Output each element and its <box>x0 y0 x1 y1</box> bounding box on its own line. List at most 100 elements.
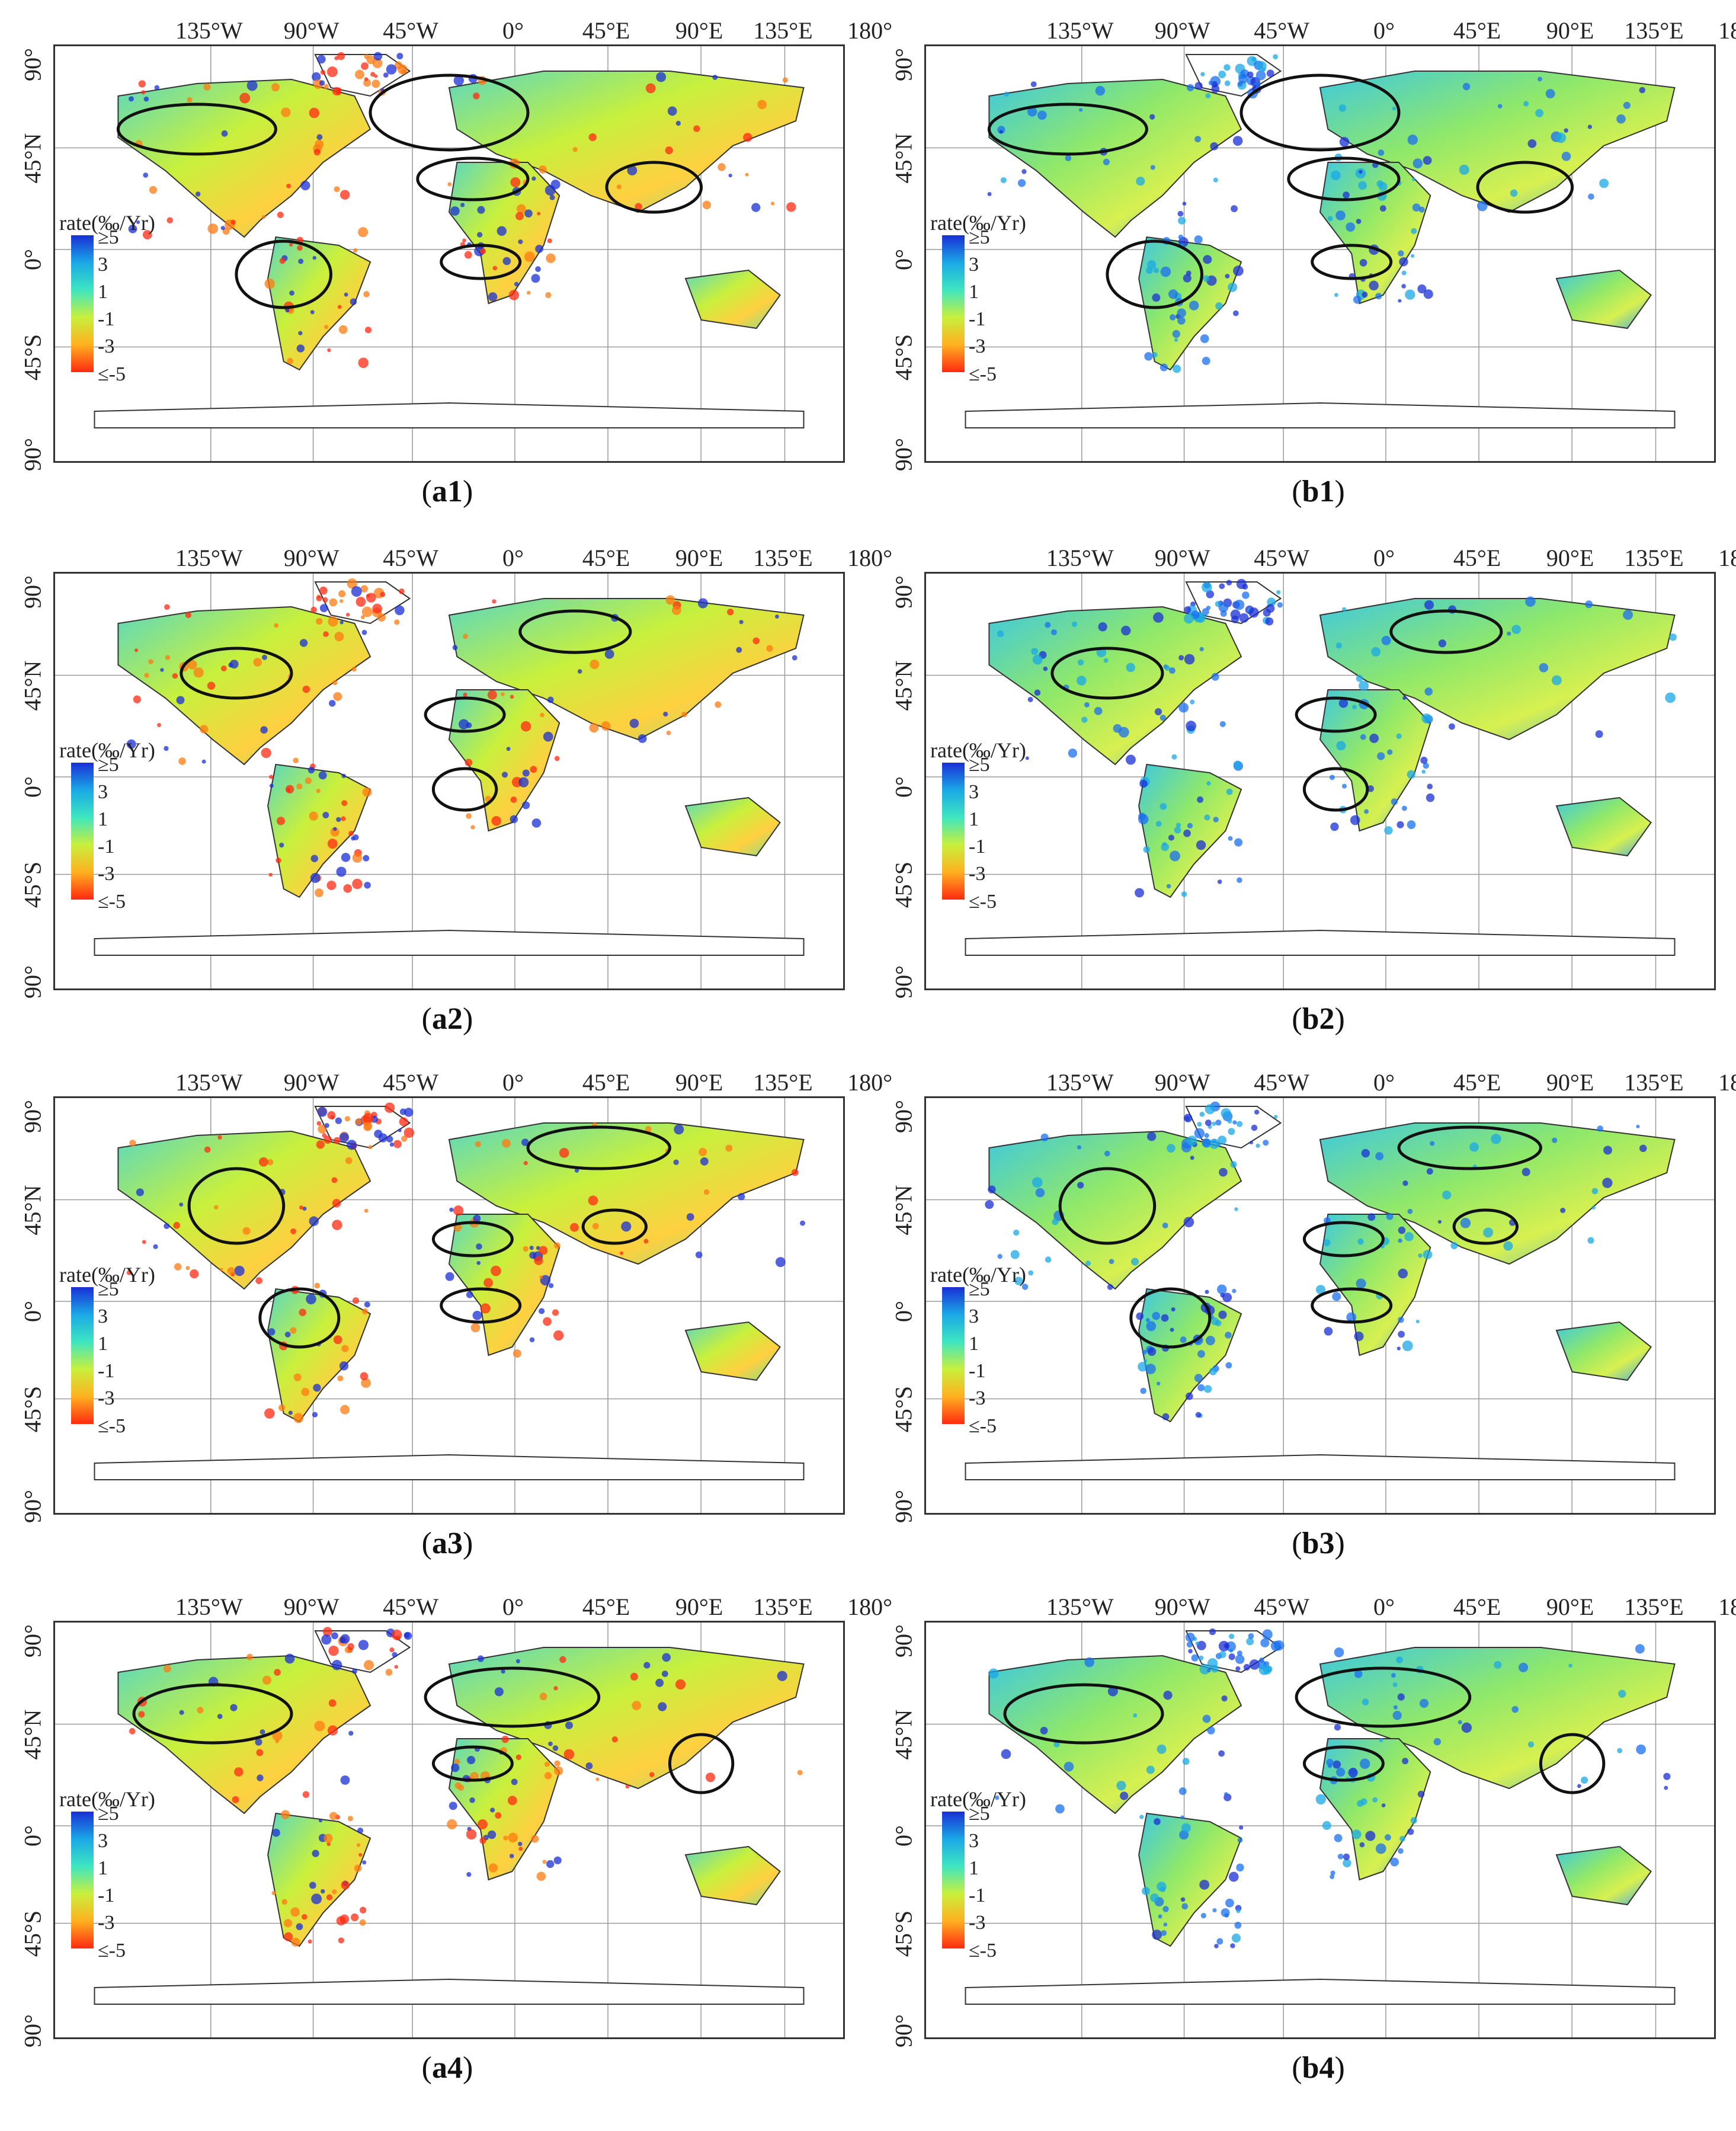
region-ellipse <box>1476 161 1574 214</box>
trend-pixel <box>355 597 366 607</box>
trend-pixel <box>361 1378 371 1388</box>
trend-pixel <box>1188 1649 1193 1654</box>
trend-pixel <box>1167 1144 1176 1153</box>
trend-pixel <box>565 1721 574 1729</box>
trend-pixel <box>1527 139 1537 148</box>
trend-pixel <box>1144 1359 1148 1363</box>
trend-pixel <box>1028 1270 1034 1276</box>
trend-pixel <box>1136 1312 1144 1320</box>
trend-pixel <box>1224 1792 1228 1796</box>
legend-tick: 3 <box>969 780 979 803</box>
longitude-label: 90°E <box>675 1594 723 1620</box>
trend-pixel <box>337 87 342 92</box>
trend-pixel <box>1068 748 1078 758</box>
trend-pixel <box>1599 178 1609 188</box>
trend-pixel <box>534 1256 543 1265</box>
trend-pixel <box>313 148 321 156</box>
trend-pixel <box>362 787 372 797</box>
trend-pixel <box>1225 274 1230 279</box>
trend-pixel <box>585 1762 593 1770</box>
trend-pixel <box>153 1244 158 1249</box>
trend-pixel <box>370 72 376 77</box>
trend-pixel <box>1523 101 1529 107</box>
trend-pixel <box>1043 666 1048 671</box>
trend-pixel <box>1391 1673 1396 1678</box>
trend-pixel <box>1021 1284 1029 1290</box>
trend-pixel <box>1378 149 1385 156</box>
trend-pixel <box>1617 1748 1623 1754</box>
trend-pixel <box>1539 663 1549 673</box>
trend-pixel <box>1120 1791 1129 1800</box>
trend-pixel <box>329 1812 338 1820</box>
trend-pixel <box>187 660 197 670</box>
trend-pixel <box>635 203 642 211</box>
trend-pixel <box>530 766 537 773</box>
legend-tick: ≤-5 <box>969 363 997 385</box>
legend-tick: ≤-5 <box>969 890 997 913</box>
trend-pixel <box>1230 1943 1235 1948</box>
trend-pixel <box>322 811 329 818</box>
trend-pixel <box>508 290 520 300</box>
trend-pixel <box>1397 1693 1405 1701</box>
trend-pixel <box>309 811 318 821</box>
trend-pixel <box>360 615 365 619</box>
region-ellipse <box>581 1208 648 1245</box>
trend-pixel <box>156 722 161 727</box>
trend-pixel <box>1161 1314 1169 1322</box>
trend-pixel <box>1537 76 1542 82</box>
trend-pixel <box>314 1282 321 1289</box>
trend-pixel <box>447 182 452 187</box>
region-ellipse <box>526 1125 671 1170</box>
trend-pixel <box>1145 1318 1150 1323</box>
trend-pixel <box>1219 721 1226 727</box>
trend-pixel <box>1226 580 1232 586</box>
trend-pixel <box>1161 843 1170 852</box>
trend-pixel <box>1386 1212 1394 1220</box>
map-frame <box>924 44 1716 463</box>
region-ellipse <box>605 161 703 214</box>
legend-tick: ≥5 <box>969 1278 990 1300</box>
trend-pixel <box>1166 884 1171 889</box>
longitude-label: 135°E <box>753 17 813 44</box>
trend-pixel <box>1430 1141 1435 1146</box>
trend-pixel <box>510 815 518 824</box>
region-ellipse <box>1539 1733 1606 1794</box>
trend-pixel <box>1169 314 1176 321</box>
trend-pixel <box>985 1200 994 1210</box>
trend-pixel <box>1270 1640 1282 1652</box>
trend-pixel <box>1262 1629 1273 1640</box>
trend-pixel <box>319 586 328 595</box>
trend-pixel <box>1220 1292 1225 1298</box>
trend-pixel <box>260 1729 265 1735</box>
trend-pixel <box>340 1404 350 1415</box>
trend-pixel <box>293 1373 302 1381</box>
trend-pixel <box>220 226 225 231</box>
trend-pixel <box>326 66 338 78</box>
trend-pixel <box>490 1807 495 1813</box>
trend-pixel <box>770 201 775 206</box>
trend-pixel <box>1107 1686 1118 1697</box>
trend-pixel <box>675 120 681 126</box>
trend-pixel <box>126 739 136 749</box>
trend-pixel <box>293 757 299 764</box>
trend-pixel <box>341 773 346 779</box>
trend-pixel <box>997 630 1004 638</box>
trend-pixel <box>1014 1276 1023 1285</box>
trend-pixel <box>1154 708 1162 716</box>
trend-pixel <box>1407 820 1416 829</box>
latitude-label: 45°S <box>890 334 917 380</box>
trend-pixel <box>554 756 560 761</box>
trend-pixel <box>327 1111 336 1119</box>
trend-pixel <box>1145 1364 1156 1374</box>
region-ellipse <box>431 1221 514 1258</box>
trend-pixel <box>766 645 773 652</box>
trend-pixel <box>1266 69 1274 78</box>
trend-pixel <box>149 185 158 194</box>
trend-pixel <box>142 230 152 239</box>
landmass-northAmerica <box>988 606 1242 766</box>
trend-pixel <box>1417 1790 1425 1798</box>
legend-tick: ≤-5 <box>969 1415 997 1437</box>
trend-pixel <box>544 1761 550 1767</box>
trend-pixel <box>203 83 211 91</box>
trend-pixel <box>1404 1232 1414 1242</box>
